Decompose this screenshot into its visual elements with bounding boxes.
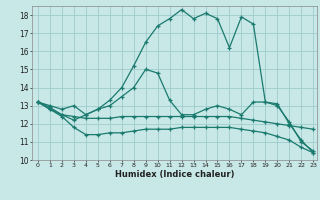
X-axis label: Humidex (Indice chaleur): Humidex (Indice chaleur) (115, 170, 234, 179)
